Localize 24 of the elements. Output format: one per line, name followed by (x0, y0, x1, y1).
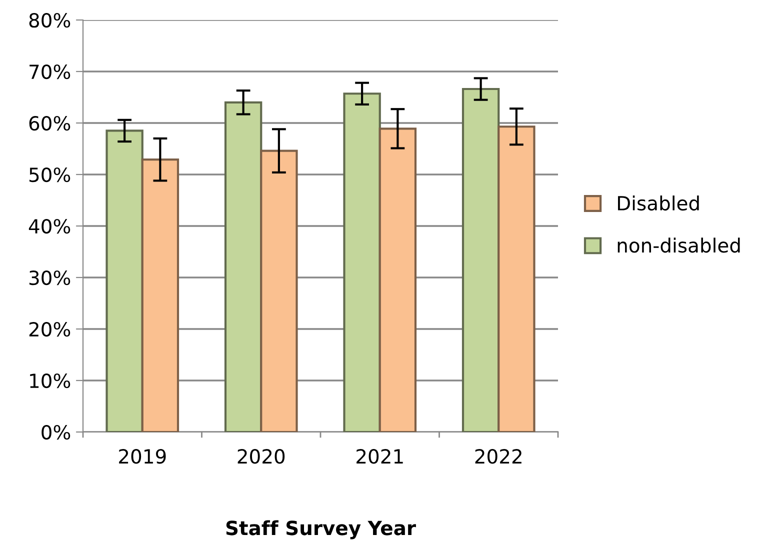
y-tick-label: 70% (30, 64, 70, 80)
bar (141, 158, 180, 432)
legend-label: Disabled (618, 196, 699, 211)
x-tick-label: 2021 (356, 449, 403, 464)
bar (343, 92, 381, 432)
y-tick-label: 30% (29, 270, 70, 286)
bar (260, 150, 298, 432)
y-tick-label: 20% (29, 322, 70, 337)
y-tick-label: 40% (28, 218, 70, 234)
bar (224, 101, 262, 432)
bar (498, 126, 536, 432)
x-axis-title: Staff Survey Year (226, 520, 416, 540)
x-tick-label: 2020 (238, 449, 285, 464)
bar (462, 88, 500, 432)
y-tick-label: 50% (29, 167, 70, 182)
bar (378, 128, 417, 432)
y-tick-label: 60% (29, 116, 70, 131)
y-tick-label: 10% (30, 373, 70, 388)
legend-label: non-disabled (618, 238, 740, 253)
x-tick-label: 2022 (475, 449, 522, 464)
y-tick-label: 80% (29, 12, 70, 28)
bar (106, 130, 144, 432)
y-tick-label: 0% (42, 424, 70, 440)
x-tick-label: 2019 (119, 449, 166, 464)
